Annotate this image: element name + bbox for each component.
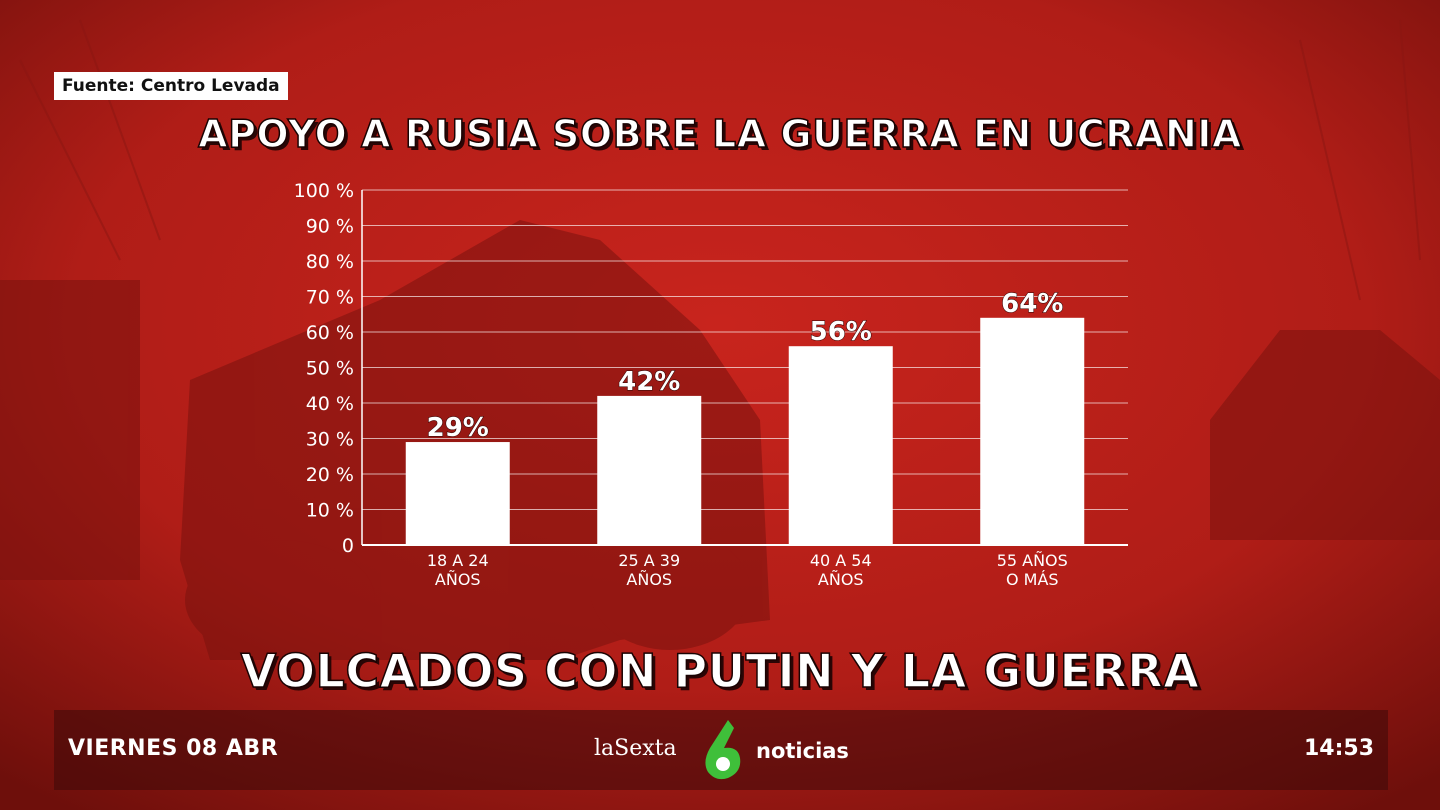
y-tick-label: 60 % xyxy=(306,322,354,344)
broadcast-date: VIERNES 08 ABR xyxy=(68,736,279,761)
news-ticker: VIERNES 08 ABR laSexta noticias 14:53 xyxy=(54,710,1388,790)
y-tick-label: 90 % xyxy=(306,216,354,238)
bar xyxy=(788,346,893,545)
channel-name: laSexta xyxy=(594,736,677,761)
x-tick-label: AÑOS xyxy=(626,570,672,589)
y-axis-ticks: 0 10 % 20 % 30 % 40 % 50 % 60 % 70 % 80 % 90 % 100… xyxy=(294,180,354,557)
data-label: 42% xyxy=(618,367,680,397)
x-tick-label: AÑOS xyxy=(818,570,864,589)
headline: VOLCADOS CON PUTIN Y LA GUERRA xyxy=(240,643,1200,699)
program-name: noticias xyxy=(756,739,849,763)
y-tick-label: 10 % xyxy=(306,500,354,522)
y-tick-label: 50 % xyxy=(306,358,354,380)
bar xyxy=(980,317,1085,545)
y-tick-label: 80 % xyxy=(306,251,354,273)
data-label: 56% xyxy=(810,317,872,347)
chart-title: APOYO A RUSIA SOBRE LA GUERRA EN UCRANIA xyxy=(197,111,1242,157)
data-labels: 29% 42% 56% 64% xyxy=(426,288,1064,443)
y-tick-label: 70 % xyxy=(306,287,354,309)
y-tick-label: 40 % xyxy=(306,393,354,415)
x-tick-label: 18 A 24 xyxy=(427,551,489,570)
channel-brand: laSexta noticias xyxy=(594,718,914,782)
source-badge: Fuente: Centro Levada xyxy=(54,72,288,100)
data-label: 29% xyxy=(427,413,489,443)
x-tick-label: AÑOS xyxy=(435,570,481,589)
data-label: 64% xyxy=(1001,289,1063,319)
x-tick-label: 25 A 39 xyxy=(618,551,680,570)
bar xyxy=(405,442,510,545)
x-tick-label: 55 AÑOS xyxy=(997,551,1068,570)
y-tick-label: 20 % xyxy=(306,464,354,486)
lasexta-6-logo-icon xyxy=(705,720,741,780)
chart-bars xyxy=(405,317,1085,545)
x-tick-label: O MÁS xyxy=(1006,570,1059,589)
bar xyxy=(597,395,702,545)
x-tick-label: 40 A 54 xyxy=(810,551,872,570)
y-tick-label: 100 % xyxy=(294,180,354,202)
y-tick-label: 30 % xyxy=(306,429,354,451)
y-tick-label: 0 xyxy=(342,535,354,557)
broadcast-time: 14:53 xyxy=(1303,736,1374,761)
